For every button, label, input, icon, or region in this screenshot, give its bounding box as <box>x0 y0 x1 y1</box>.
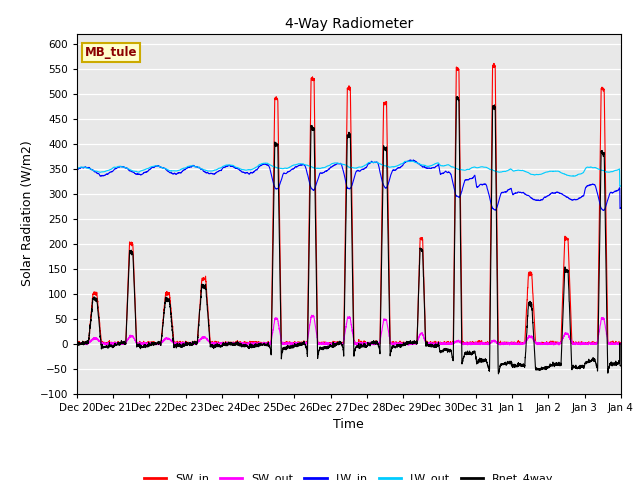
SW_in <box>328 341 336 347</box>
Line: SW_in: SW_in <box>77 63 621 344</box>
SW_out <box>616 341 624 347</box>
Rnet_4way <box>502 360 509 366</box>
LW_in <box>328 164 336 169</box>
Title: 4-Way Radiometer: 4-Way Radiometer <box>285 17 413 31</box>
LW_in <box>171 170 179 176</box>
SW_in <box>490 60 498 66</box>
Text: MB_tule: MB_tule <box>85 46 138 59</box>
LW_out <box>502 168 509 174</box>
SW_in <box>471 341 479 347</box>
Line: SW_out: SW_out <box>77 315 621 345</box>
Rnet_4way <box>171 343 179 348</box>
LW_in <box>73 167 81 173</box>
LW_in <box>502 189 509 195</box>
LW_out <box>471 164 479 170</box>
LW_out <box>616 183 624 189</box>
SW_out <box>134 342 142 348</box>
LW_out <box>617 183 625 189</box>
Line: LW_out: LW_out <box>77 161 621 186</box>
LW_out <box>171 168 179 174</box>
Rnet_4way <box>471 349 479 355</box>
SW_out <box>441 341 449 347</box>
Line: LW_in: LW_in <box>77 160 621 210</box>
SW_in <box>440 340 448 346</box>
Rnet_4way <box>454 94 461 100</box>
SW_out <box>502 341 509 347</box>
SW_out <box>471 341 479 347</box>
SW_out <box>329 340 337 346</box>
LW_in <box>441 169 449 175</box>
SW_in <box>616 341 624 347</box>
SW_out <box>308 312 316 318</box>
SW_in <box>502 340 509 346</box>
SW_in <box>171 341 179 347</box>
LW_out <box>441 163 449 168</box>
Rnet_4way <box>616 362 624 368</box>
SW_out <box>171 341 179 347</box>
LW_out <box>616 183 624 189</box>
Rnet_4way <box>617 363 625 369</box>
Line: Rnet_4way: Rnet_4way <box>77 97 621 374</box>
Legend: SW_in, SW_out, LW_in, LW_out, Rnet_4way: SW_in, SW_out, LW_in, LW_out, Rnet_4way <box>140 469 558 480</box>
Rnet_4way <box>440 348 448 353</box>
Rnet_4way <box>495 371 502 377</box>
LW_in <box>410 157 417 163</box>
LW_out <box>328 161 336 167</box>
SW_in <box>617 341 625 347</box>
LW_out <box>73 165 81 171</box>
LW_in <box>616 205 624 211</box>
LW_in <box>617 205 625 211</box>
LW_out <box>408 158 416 164</box>
LW_in <box>471 172 479 178</box>
LW_in <box>600 207 607 213</box>
SW_out <box>617 341 625 347</box>
X-axis label: Time: Time <box>333 418 364 431</box>
SW_out <box>73 341 81 347</box>
Rnet_4way <box>328 343 336 349</box>
SW_in <box>73 341 81 347</box>
Rnet_4way <box>73 342 81 348</box>
Y-axis label: Solar Radiation (W/m2): Solar Radiation (W/m2) <box>21 141 34 287</box>
